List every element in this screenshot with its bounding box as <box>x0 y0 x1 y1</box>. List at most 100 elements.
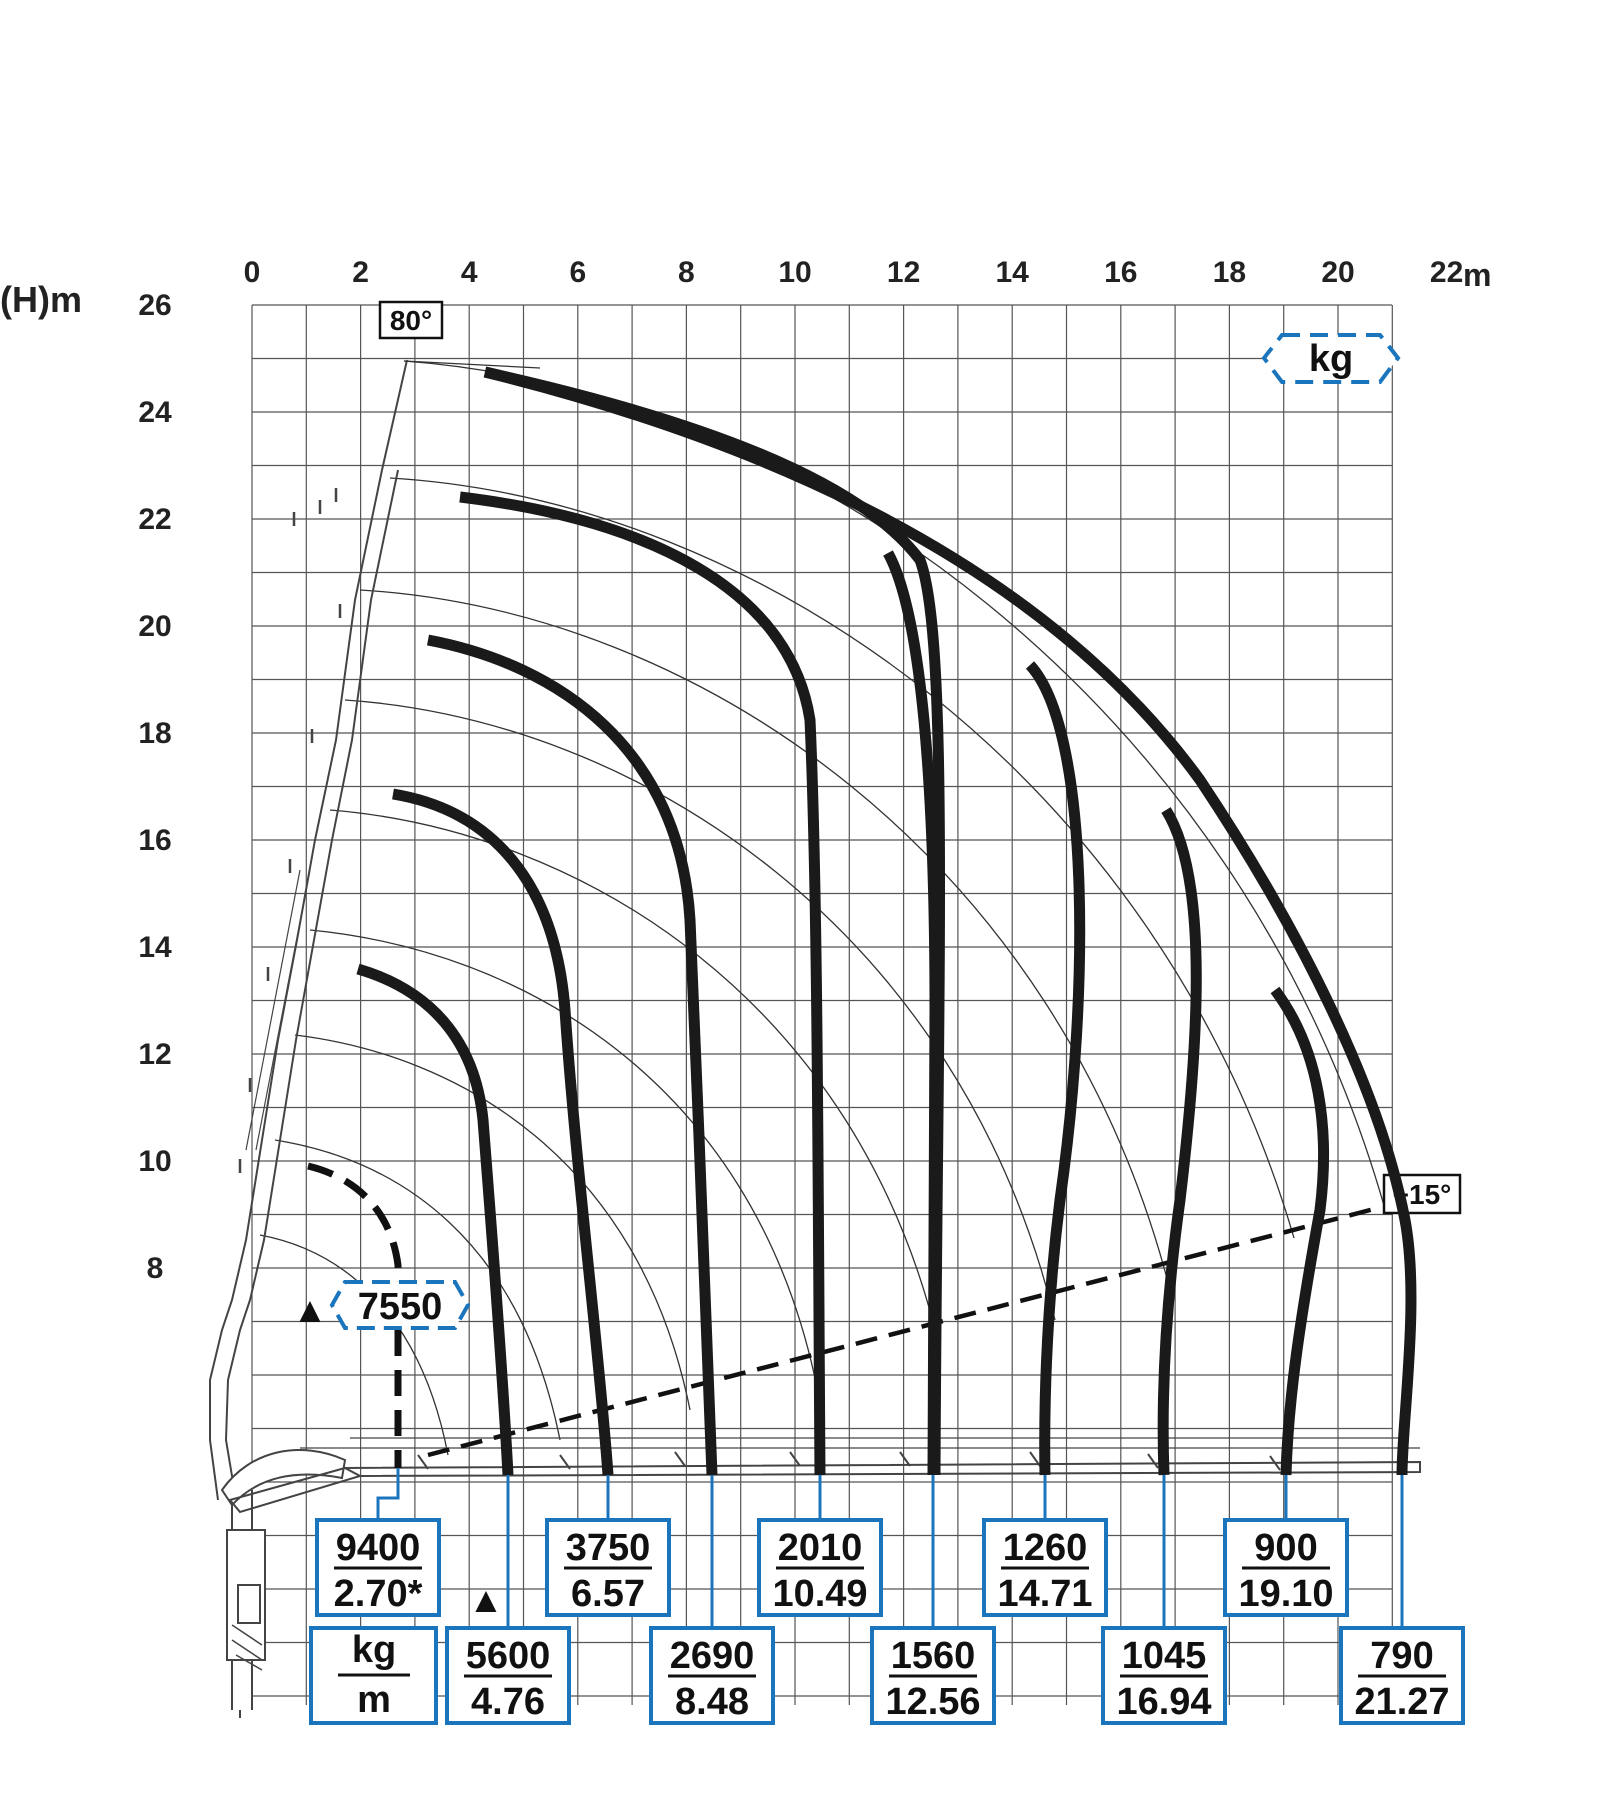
box-2-marker: ▲ <box>468 1579 504 1620</box>
special-load-tag: 7550 ▲ <box>292 1280 471 1330</box>
working-arc <box>329 809 941 1351</box>
working-arc <box>309 929 816 1379</box>
y-tick-label: 22 <box>138 503 171 536</box>
crane-control-box <box>237 1584 261 1624</box>
crane-pin-markers <box>238 488 342 1173</box>
load-box-kg: 5600 <box>466 1635 551 1677</box>
kg-tag: kg <box>1261 333 1401 384</box>
angle-15-line <box>427 1206 1375 1458</box>
load-box-kg: 2690 <box>670 1635 755 1677</box>
load-box-m: 4.76 <box>471 1681 545 1723</box>
x-axis-unit: m <box>1463 257 1491 293</box>
load-box-m: 12.56 <box>885 1681 980 1723</box>
working-arc <box>274 1139 561 1441</box>
x-tick-label: 6 <box>569 256 586 289</box>
load-box-m: 19.10 <box>1238 1573 1333 1615</box>
load-curve <box>483 366 1417 1476</box>
load-box-kg: 1560 <box>891 1635 976 1677</box>
crane-hooks <box>417 1451 1281 1471</box>
working-arc <box>403 360 1386 1210</box>
load-curve <box>356 963 514 1476</box>
x-tick-label: 2 <box>352 256 369 289</box>
load-box-kg: 790 <box>1370 1635 1433 1677</box>
load-curve <box>1157 807 1202 1476</box>
load-box-m: 16.94 <box>1116 1681 1211 1723</box>
load-box-kg: 2010 <box>778 1527 863 1569</box>
unit-legend-box: kg m <box>309 1626 438 1725</box>
load-box-kg: 1260 <box>1003 1527 1088 1569</box>
load-box-m: 2.70* <box>334 1573 423 1615</box>
load-box-m: 14.71 <box>997 1573 1092 1615</box>
load-curve <box>392 788 614 1476</box>
working-arc <box>389 477 1295 1239</box>
y-tick-label: 26 <box>138 289 171 322</box>
crane-arm-detail <box>300 1437 1420 1449</box>
connector-lines <box>376 1468 1404 1628</box>
x-tick-label: 4 <box>461 256 478 289</box>
y-tick-label: 24 <box>138 396 172 429</box>
crane-illustration <box>209 359 1421 1718</box>
working-arc <box>344 699 1056 1321</box>
load-curve <box>426 634 718 1476</box>
kg-tag-label: kg <box>1309 338 1353 380</box>
load-box-kg: 9400 <box>336 1527 421 1569</box>
y-tick-label: 8 <box>147 1252 164 1285</box>
working-arc <box>294 1034 691 1411</box>
crane-base-hatch <box>231 1624 263 1671</box>
x-tick-label: 16 <box>1104 256 1137 289</box>
angle-80-box <box>378 300 444 340</box>
load-box-m: 10.49 <box>772 1573 867 1615</box>
y-tick-label: 10 <box>138 1145 171 1178</box>
load-curve <box>459 491 826 1476</box>
load-box-kg: 900 <box>1254 1527 1317 1569</box>
kg-tag-outline <box>1261 333 1401 384</box>
load-curves <box>356 366 1417 1476</box>
special-load-marker: ▲ <box>292 1289 328 1330</box>
load-box-m: 21.27 <box>1354 1681 1449 1723</box>
x-tick-label: 22 <box>1430 256 1463 289</box>
unit-legend-m: m <box>357 1679 391 1721</box>
working-arc <box>359 589 1171 1291</box>
load-box-m: 6.57 <box>571 1573 645 1615</box>
x-tick-label: 8 <box>678 256 695 289</box>
y-tick-label: 18 <box>138 717 171 750</box>
x-tick-labels: 0 2 4 6 8 10 12 14 16 18 20 22 <box>244 256 1464 289</box>
x-tick-label: 18 <box>1213 256 1246 289</box>
crane-main-boom-edge <box>224 469 399 1501</box>
y-tick-label: 14 <box>138 931 172 964</box>
load-box-kg: 3750 <box>566 1527 651 1569</box>
crane-arm <box>228 1460 1421 1514</box>
connector-line <box>376 1468 400 1520</box>
unit-legend-frame <box>309 1626 438 1725</box>
x-tick-label: 0 <box>244 256 261 289</box>
y-tick-label: 16 <box>138 824 171 857</box>
load-boxes: 94002.70*56004.7637506.5726908.48201010.… <box>315 1518 1465 1725</box>
unit-legend-kg: kg <box>352 1629 396 1671</box>
angle-80-line <box>403 360 541 369</box>
load-curve <box>1025 661 1086 1476</box>
x-tick-label: 12 <box>887 256 920 289</box>
x-tick-label: 14 <box>996 256 1030 289</box>
special-load-tag-outline <box>329 1280 471 1330</box>
y-axis-label: (H)m <box>0 279 82 320</box>
load-curve <box>883 550 941 1476</box>
load-box-kg: 1045 <box>1122 1635 1207 1677</box>
y-tick-label: 12 <box>138 1038 171 1071</box>
special-load-value: 7550 <box>358 1286 443 1328</box>
x-tick-label: 10 <box>778 256 811 289</box>
chart-grid <box>251 304 1393 1705</box>
load-curve <box>1270 986 1330 1476</box>
load-box-m: 8.48 <box>675 1681 749 1723</box>
crane-boom-lines <box>245 599 356 1151</box>
